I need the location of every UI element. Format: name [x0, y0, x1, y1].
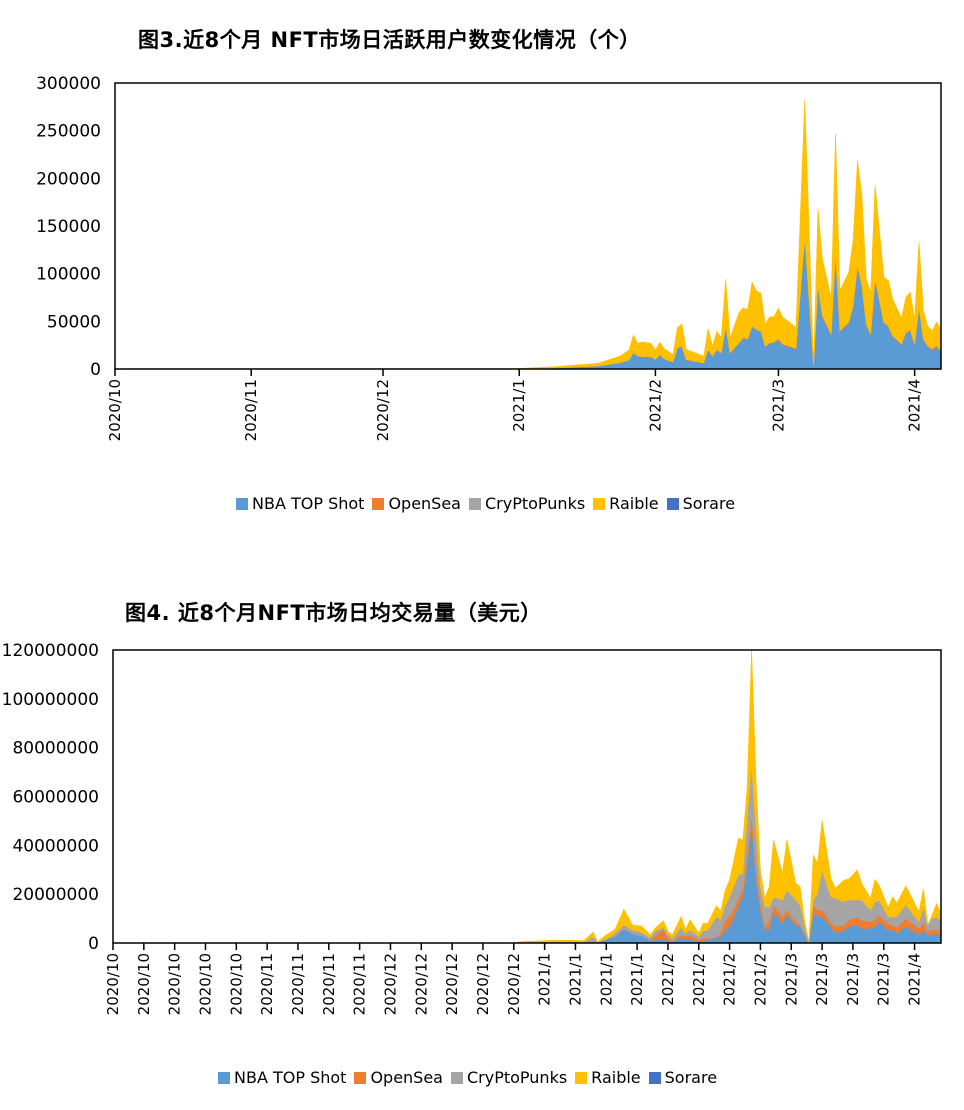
- legend-label: Sorare: [682, 494, 736, 513]
- x-tick-label: 2021/1: [628, 953, 646, 1006]
- x-tick-label: 2021/2: [690, 953, 708, 1006]
- x-tick-label: 2021/3: [782, 953, 800, 1006]
- legend-item: CryPtoPunks: [450, 1068, 568, 1087]
- y-tick-label: 100000: [36, 265, 101, 285]
- legend-label: OpenSea: [388, 494, 461, 513]
- legend-swatch: [372, 497, 385, 510]
- plot-frame: [112, 649, 942, 944]
- legend-item: NBA TOP Shot: [236, 494, 364, 513]
- legend-item: NBA TOP Shot: [218, 1068, 346, 1087]
- plot-frame: [114, 82, 942, 370]
- x-tick-label: 2020/10: [166, 953, 184, 1015]
- y-tick-label: 80000000: [12, 739, 99, 759]
- x-tick-label: 2020/12: [381, 953, 399, 1015]
- x-tick-label: 2020/11: [258, 953, 276, 1015]
- x-tick-label: 2020/10: [227, 953, 245, 1015]
- chart-1-title: 图3.近8个月 NFT市场日活跃用户数变化情况（个）: [138, 28, 641, 52]
- y-tick-label: 150000: [36, 217, 101, 237]
- x-tick-label: 2021/2: [659, 953, 677, 1006]
- y-tick-label: 0: [88, 934, 99, 954]
- legend-swatch: [575, 1071, 588, 1084]
- x-tick-label: 2020/11: [289, 953, 307, 1015]
- x-tick-label: 2021/2: [751, 953, 769, 1006]
- legend-item: CryPtoPunks: [468, 494, 586, 513]
- legend-swatch: [468, 497, 481, 510]
- x-tick-label: 2021/4: [906, 379, 924, 432]
- y-tick-label: 20000000: [12, 885, 99, 905]
- x-tick-label: 2021/1: [536, 953, 554, 1006]
- legend-swatch: [450, 1071, 463, 1084]
- x-tick-label: 2021/2: [721, 953, 739, 1006]
- x-tick-label: 2020/12: [374, 379, 392, 441]
- chart-1: 0 50000 100000 150000 200000 250000 300000 2020…: [36, 74, 942, 441]
- legend-swatch: [354, 1071, 367, 1084]
- x-tick-label: 2020/10: [196, 953, 214, 1015]
- x-tick-label: 2021/1: [597, 953, 615, 1006]
- legend-swatch: [666, 497, 679, 510]
- x-tick-label: 2020/11: [242, 379, 260, 441]
- y-tick-label: 300000: [36, 74, 101, 94]
- x-tick-label: 2021/2: [646, 379, 664, 432]
- chart-2: 0 20000000 40000000 60000000 80000000 1000000…: [2, 641, 942, 1015]
- legend-label: Raible: [591, 1068, 641, 1087]
- legend-swatch: [648, 1071, 661, 1084]
- legend-item: Raible: [575, 1068, 641, 1087]
- legend-label: NBA TOP Shot: [252, 494, 365, 513]
- chart-2-title: 图4. 近8个月NFT市场日均交易量（美元）: [125, 601, 542, 625]
- legend-item: Raible: [593, 494, 659, 513]
- chart-1-legend: NBA TOP Shot OpenSea CryPtoPunks Raible Sora…: [236, 494, 735, 513]
- x-tick-label: 2020/12: [412, 953, 430, 1015]
- x-tick-label: 2021/1: [566, 953, 584, 1006]
- y-tick-label: 200000: [36, 169, 101, 189]
- legend-label: Sorare: [664, 1068, 718, 1087]
- legend-item: Sorare: [648, 1068, 718, 1087]
- y-tick-label: 120000000: [2, 641, 99, 661]
- x-tick-label: 2020/10: [106, 379, 124, 441]
- x-tick-label: 2020/12: [443, 953, 461, 1015]
- legend-label: CryPtoPunks: [466, 1068, 568, 1087]
- legend-item: OpenSea: [372, 494, 461, 513]
- x-tick-label: 2020/12: [505, 953, 523, 1015]
- x-tick-label: 2020/10: [135, 953, 153, 1015]
- legend-swatch: [218, 1071, 230, 1084]
- x-tick-label: 2020/11: [351, 953, 369, 1015]
- x-tick-label: 2021/1: [510, 379, 528, 432]
- x-tick-label: 2020/11: [320, 953, 338, 1015]
- legend-label: OpenSea: [370, 1068, 443, 1087]
- x-tick-label: 2021/3: [769, 379, 787, 432]
- y-tick-label: 50000: [47, 312, 101, 332]
- y-tick-label: 0: [90, 360, 101, 380]
- x-tick-label: 2020/10: [104, 953, 122, 1015]
- x-tick-label: 2021/3: [813, 953, 831, 1006]
- legend-item: OpenSea: [354, 1068, 443, 1087]
- legend-swatch: [236, 497, 248, 510]
- x-tick-label: 2021/4: [906, 953, 924, 1006]
- legend-item: Sorare: [666, 494, 736, 513]
- chart-2-legend: NBA TOP Shot OpenSea CryPtoPunks Raible Sora…: [218, 1068, 717, 1087]
- y-tick-label: 60000000: [12, 788, 99, 808]
- legend-swatch: [593, 497, 606, 510]
- y-tick-label: 40000000: [12, 836, 99, 856]
- x-tick-label: 2021/3: [875, 953, 893, 1006]
- legend-label: Raible: [609, 494, 659, 513]
- x-tick-label: 2021/3: [844, 953, 862, 1006]
- y-tick-label: 250000: [36, 122, 101, 142]
- legend-label: NBA TOP Shot: [234, 1068, 347, 1087]
- legend-label: CryPtoPunks: [484, 494, 586, 513]
- y-tick-label: 100000000: [2, 690, 99, 710]
- x-tick-label: 2020/12: [474, 953, 492, 1015]
